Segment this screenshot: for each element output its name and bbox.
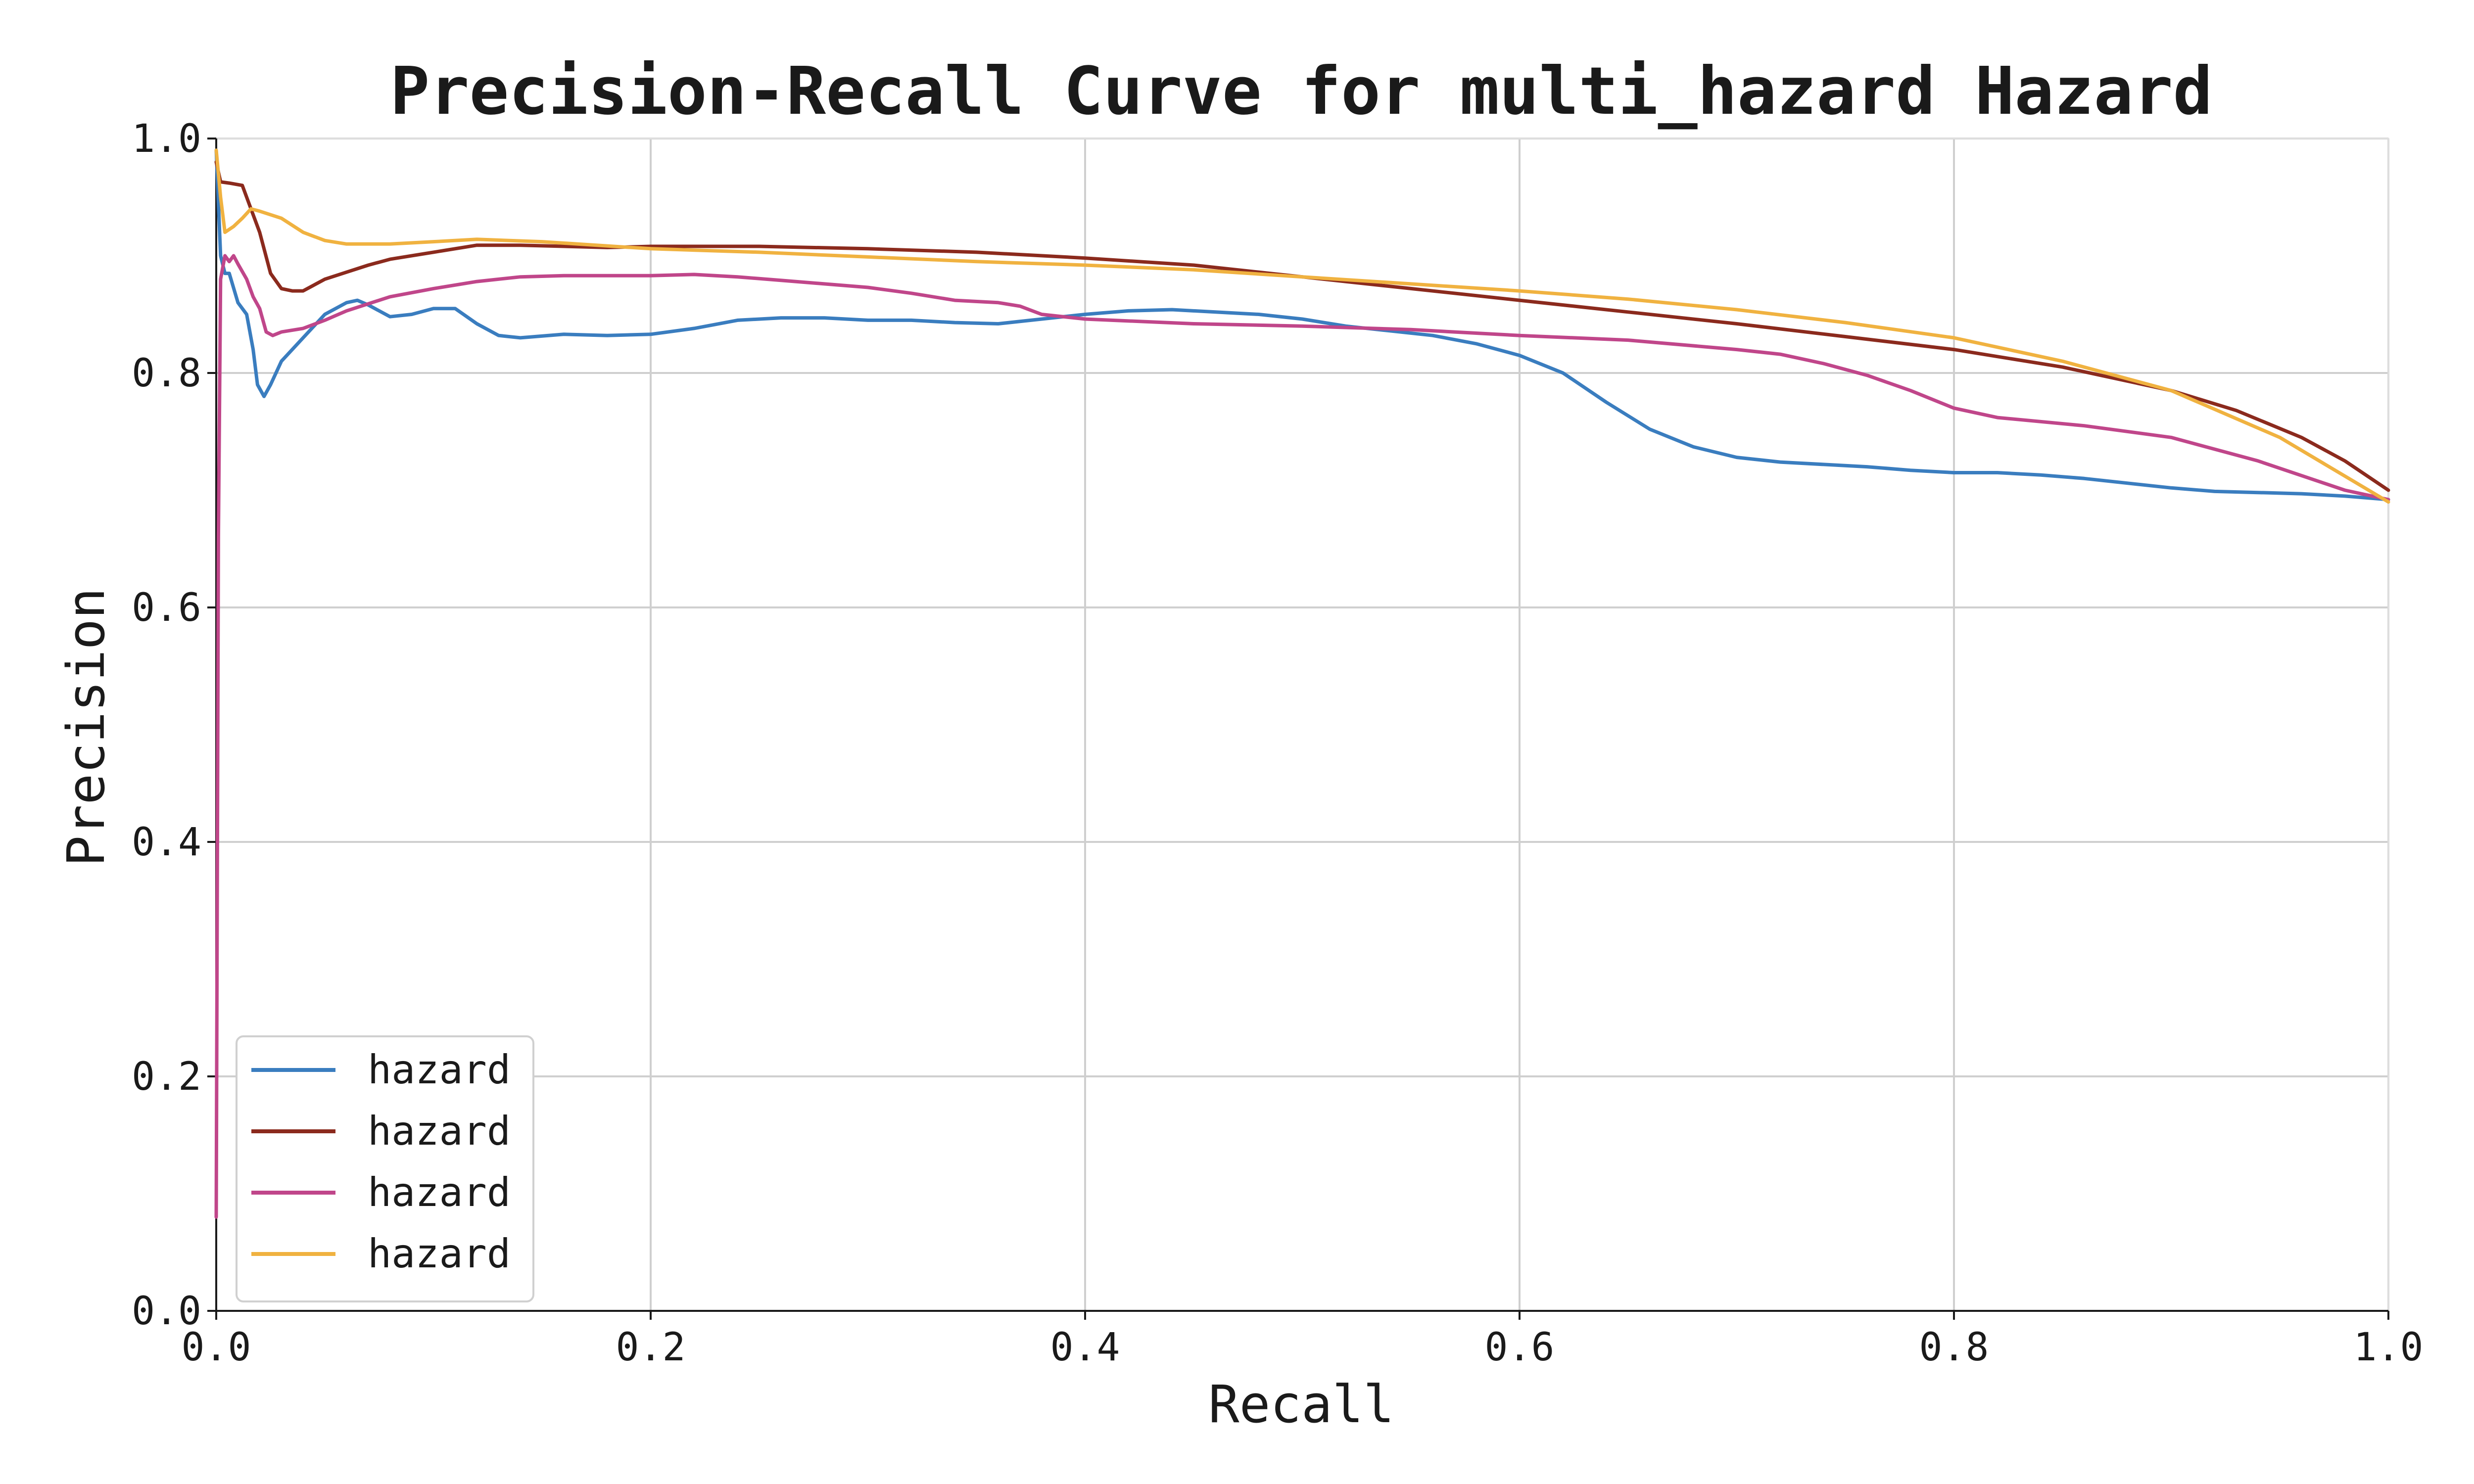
chart-title: Precision-Recall Curve for multi_hazard …: [390, 53, 2212, 130]
y-tick-label: 0.4: [132, 820, 201, 865]
x-axis-label: Recall: [1208, 1374, 1394, 1435]
x-tick-label: 0.6: [1485, 1325, 1555, 1370]
legend-box: [236, 1035, 534, 1302]
legend: hazard hazard hazard hazard: [236, 1035, 534, 1302]
axes: 0.0 0.2 0.4 0.6 0.8 1.0 0.0 0.2 0.4 0.6 0.8 1.0: [132, 117, 2423, 1370]
series-line-3: [214, 254, 2390, 1219]
legend-label-1: hazard: [368, 1047, 511, 1093]
legend-label-2: hazard: [368, 1108, 511, 1154]
x-tick-label: 0.0: [182, 1325, 251, 1370]
grid: [215, 138, 2389, 1312]
legend-label-4: hazard: [368, 1231, 511, 1277]
x-tick-label: 0.8: [1919, 1325, 1989, 1370]
series-line-4: [214, 148, 2390, 504]
y-tick-label: 1.0: [132, 117, 201, 161]
y-tick-label: 0.8: [132, 351, 201, 396]
series-line-1: [214, 148, 2390, 502]
plot-frame: [215, 138, 2389, 1312]
series-lines: [214, 148, 2390, 1219]
y-tick-label: 0.6: [132, 586, 201, 630]
x-tick-label: 0.4: [1050, 1325, 1120, 1370]
y-tick-label: 0.2: [132, 1055, 201, 1099]
y-axis-label: Precision: [56, 588, 116, 867]
y-tick-label: 0.0: [132, 1289, 201, 1334]
legend-label-3: hazard: [368, 1169, 511, 1215]
x-tick-label: 1.0: [2354, 1325, 2424, 1370]
x-tick-label: 0.2: [616, 1325, 686, 1370]
